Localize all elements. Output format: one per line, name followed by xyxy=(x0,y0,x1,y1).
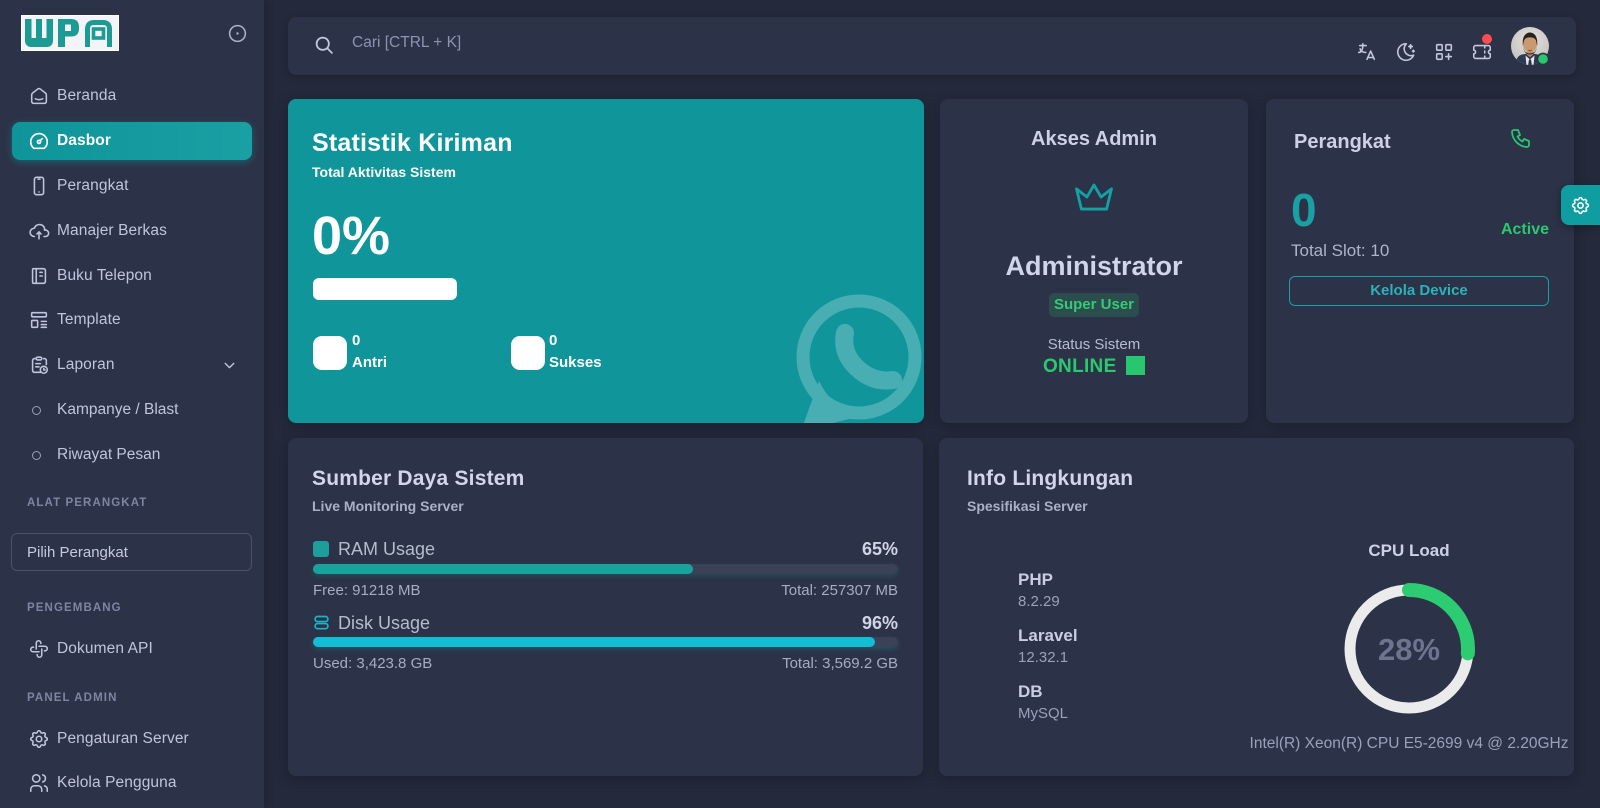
svg-text:28%: 28% xyxy=(1378,632,1440,667)
